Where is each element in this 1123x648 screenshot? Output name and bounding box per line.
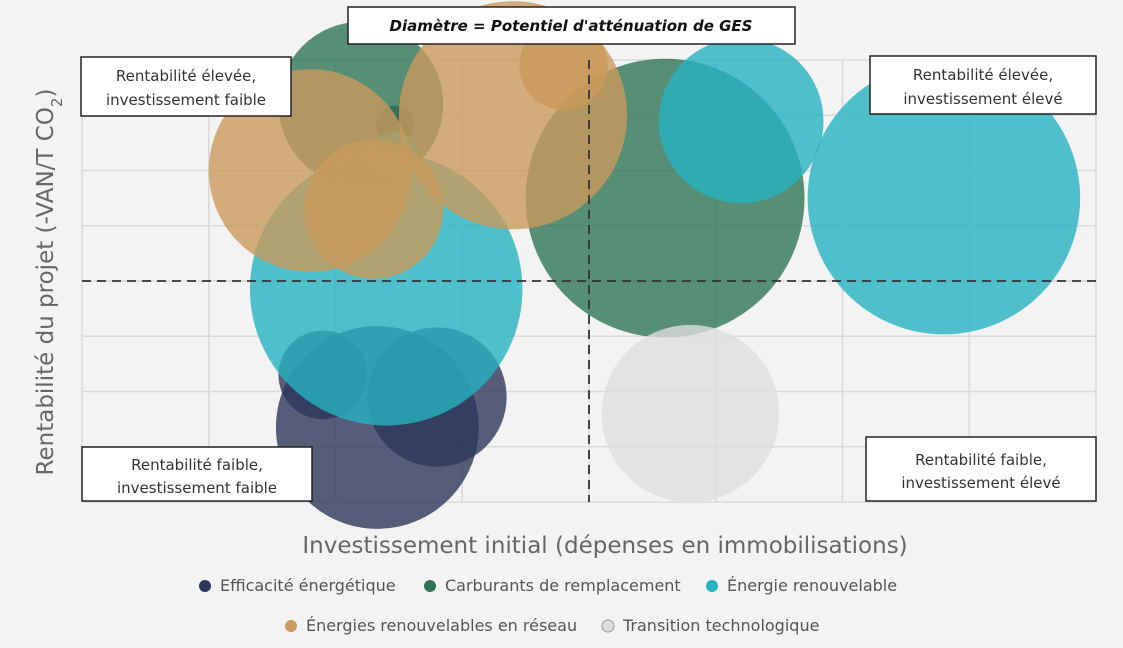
legend-marker — [424, 580, 436, 592]
legend-marker — [199, 580, 211, 592]
legend: Efficacité énergétique Carburants de remp… — [199, 576, 897, 635]
bubble — [658, 38, 824, 204]
quadrant-bottom-left-line2: investissement faible — [117, 479, 277, 497]
bubble — [303, 139, 444, 279]
legend-label: Énergie renouvelable — [727, 576, 897, 595]
bubble — [807, 61, 1081, 335]
legend-marker — [285, 620, 297, 632]
quadrant-bottom-left-line1: Rentabilité faible, — [131, 456, 263, 474]
legend-label: Carburants de remplacement — [445, 576, 681, 595]
quadrant-bottom-right-line2: investissement élevé — [901, 474, 1060, 492]
quadrant-top-left-line1: Rentabilité élevée, — [116, 67, 256, 85]
quadrant-box-top-left: Rentabilité élevée, investissement faibl… — [80, 56, 292, 117]
x-axis-label: Investissement initial (dépenses en immo… — [302, 533, 907, 559]
chart-title-box: Diamètre = Potentiel d'atténuation de GE… — [347, 6, 796, 45]
threshold-lines — [82, 60, 1096, 502]
quadrant-top-right-line2: investissement élevé — [903, 90, 1062, 108]
bubble-layer — [208, 1, 1081, 529]
y-axis-label-main: Rentabilité du projet (-VAN/T CO — [33, 107, 59, 475]
quadrant-top-left-line2: investissement faible — [106, 91, 266, 109]
quadrant-top-right-line1: Rentabilité élevée, — [913, 66, 1053, 84]
quadrant-bottom-right-line1: Rentabilité faible, — [915, 451, 1047, 469]
legend-marker — [601, 619, 615, 633]
bubble — [398, 1, 628, 230]
legend-label: Énergies renouvelables en réseau — [306, 616, 577, 635]
chart-title: Diamètre = Potentiel d'atténuation de GE… — [390, 17, 753, 35]
legend-label: Efficacité énergétique — [220, 576, 396, 595]
legend-label: Transition technologique — [622, 616, 819, 635]
y-axis-label: Rentabilité du projet (-VAN/T CO2) — [33, 89, 66, 476]
y-axis-label-end: ) — [33, 89, 59, 98]
quadrant-box-bottom-left: Rentabilité faible, investissement faibl… — [81, 446, 313, 502]
quadrant-box-bottom-right: Rentabilité faible, investissement élevé — [865, 436, 1097, 502]
legend-marker — [706, 580, 718, 592]
quadrant-box-top-right: Rentabilité élevée, investissement élevé — [869, 55, 1097, 115]
y-axis-label-subscript: 2 — [48, 98, 66, 108]
bubble — [601, 324, 780, 503]
